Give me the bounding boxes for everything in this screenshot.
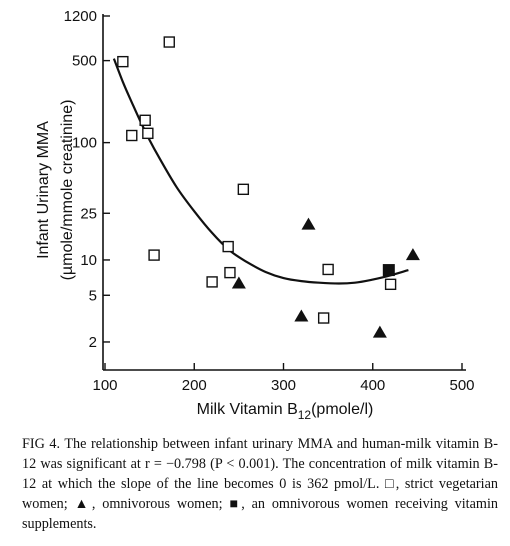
data-point-open-square [222,240,234,253]
data-point-filled-square [382,264,395,277]
data-point-open-square [322,263,334,276]
data-point-filled-triangle [301,217,316,230]
data-point-open-square [117,55,129,68]
figure-caption: FIG 4. The relationship between infant u… [22,436,498,532]
data-point-open-square [206,276,218,288]
data-point-open-square [148,249,160,261]
y-tick-label: 10 [80,252,97,269]
data-points-layer [117,36,420,338]
x-tick-label: 200 [182,377,207,394]
y-axis-title: Infant Urinary MMA [35,121,52,259]
data-point-open-square [237,183,250,196]
data-point-open-square [163,36,175,48]
y-tick-label: 1200 [64,8,97,25]
x-tick-label: 400 [360,377,385,394]
data-point-filled-triangle [231,276,246,289]
x-axis-title: Milk Vitamin B12(pmole/l) [197,401,374,422]
data-point-open-square [317,312,330,324]
x-tick-label: 300 [271,377,296,394]
y-tick-label: 2 [89,334,97,351]
data-point-filled-triangle [405,248,420,261]
chart-axes [102,14,466,371]
y-tick-label: 500 [72,53,97,70]
data-point-filled-triangle [294,309,309,322]
x-tick-label: 500 [449,377,474,394]
data-point-open-square [126,129,138,142]
data-point-open-square [384,278,397,291]
tick-labels-layer: 1200 500 100 25 10 5 2 100 200 300 400 500 [64,8,475,394]
data-point-open-square [139,114,151,126]
data-point-open-square [142,127,154,140]
x-tick-label: 100 [92,377,117,394]
y-axis-subtitle: (µmole/mmole creatinine) [59,100,76,281]
y-tick-label: 25 [80,205,97,222]
y-tick-label: 5 [89,287,97,304]
data-point-filled-triangle [372,325,387,338]
data-point-open-square [224,266,236,279]
y-tick-label: 100 [72,135,97,152]
scatter-chart: 1200 500 100 25 10 5 2 100 200 300 400 500 Milk Vit… [35,8,475,422]
